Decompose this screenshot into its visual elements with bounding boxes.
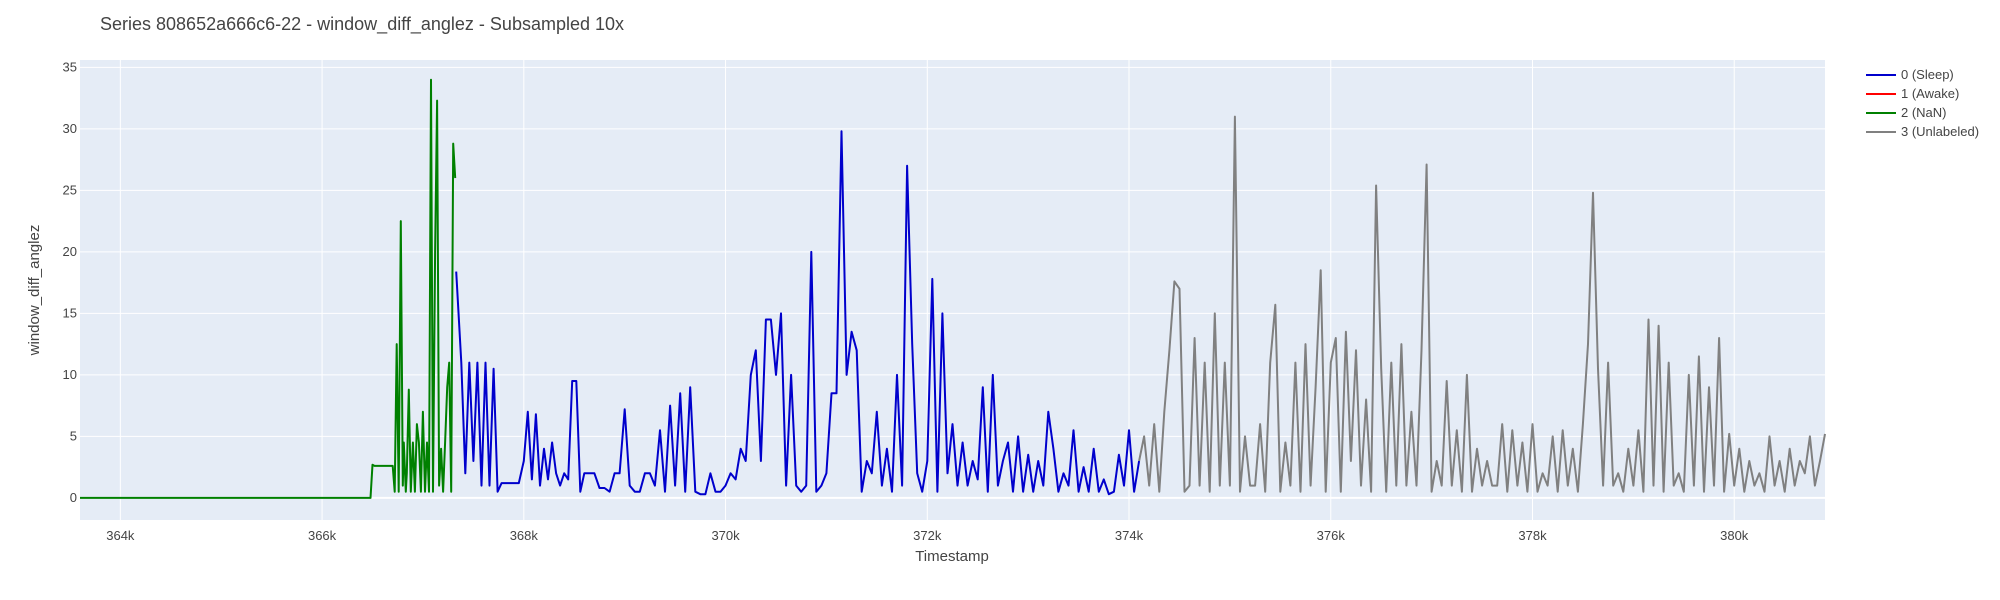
legend-label: 2 (NaN): [1901, 105, 1947, 120]
x-tick-label: 374k: [1115, 528, 1144, 543]
x-tick-label: 376k: [1317, 528, 1346, 543]
series-line-0-sleep: [455, 130, 1141, 496]
legend-item-3-unlabeled[interactable]: 3 (Unlabeled): [1866, 124, 1979, 139]
chart-title: Series 808652a666c6-22 - window_diff_ang…: [100, 14, 624, 35]
legend[interactable]: 0 (Sleep) 1 (Awake) 2 (NaN) 3 (Unlabeled): [1866, 67, 1979, 139]
legend-label: 3 (Unlabeled): [1901, 124, 1979, 139]
y-tick-label: 10: [63, 367, 77, 382]
x-tick-label: 372k: [913, 528, 942, 543]
x-tick-label: 378k: [1518, 528, 1547, 543]
y-axis-ticks: 0 5 10 15 20 25 30 35: [63, 59, 77, 504]
x-tick-label: 364k: [106, 528, 135, 543]
series-line-2-nan: [80, 78, 457, 499]
y-tick-label: 0: [70, 490, 77, 505]
x-tick-label: 370k: [711, 528, 740, 543]
y-axis-title: window_diff_anglez: [26, 225, 43, 357]
x-axis-ticks: 364k 366k 368k 370k 372k 374k 376k 378k 380k: [106, 528, 1749, 543]
x-axis-title: Timestamp: [915, 548, 989, 565]
y-tick-label: 25: [63, 182, 77, 197]
series-lines: [80, 78, 1826, 499]
x-tick-label: 380k: [1720, 528, 1749, 543]
legend-item-1-awake[interactable]: 1 (Awake): [1866, 86, 1959, 101]
y-tick-label: 15: [63, 305, 77, 320]
y-tick-label: 20: [63, 244, 77, 259]
legend-item-0-sleep[interactable]: 0 (Sleep): [1866, 67, 1954, 82]
y-tick-label: 5: [70, 428, 77, 443]
x-tick-label: 366k: [308, 528, 337, 543]
series-line-3-unlabeled: [1138, 115, 1826, 493]
legend-label: 1 (Awake): [1901, 86, 1959, 101]
legend-item-2-nan[interactable]: 2 (NaN): [1866, 105, 1947, 120]
y-tick-label: 30: [63, 121, 77, 136]
legend-label: 0 (Sleep): [1901, 67, 1954, 82]
x-tick-label: 368k: [510, 528, 539, 543]
y-tick-label: 35: [63, 59, 77, 74]
